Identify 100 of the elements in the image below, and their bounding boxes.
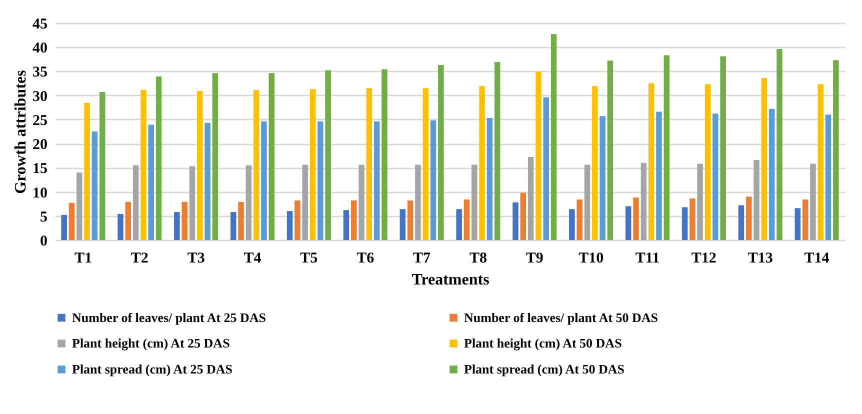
bar <box>438 64 444 240</box>
x-tick-label: T11 <box>635 250 660 266</box>
y-axis-title: Growth attributes <box>12 70 30 194</box>
bar <box>712 114 718 240</box>
x-tick-label: T4 <box>244 250 262 266</box>
bar <box>664 55 670 240</box>
legend-label: Plant height (cm) At 25 DAS <box>72 336 230 350</box>
bar <box>754 160 760 240</box>
bar <box>456 209 462 240</box>
bar <box>212 73 218 240</box>
bar <box>382 69 388 240</box>
x-tick-label: T5 <box>300 250 318 266</box>
bar <box>543 97 549 240</box>
bar <box>569 209 575 240</box>
x-tick-label: T2 <box>130 250 148 266</box>
bar <box>720 56 726 240</box>
bar <box>189 166 196 240</box>
bar <box>351 200 357 240</box>
bar <box>633 198 639 240</box>
bar <box>607 60 614 240</box>
bar <box>625 206 632 240</box>
bar <box>528 157 534 240</box>
bar <box>182 202 188 240</box>
x-axis-title: Treatments <box>412 272 490 288</box>
bar <box>343 210 350 240</box>
bar <box>261 121 267 240</box>
bar <box>697 164 703 240</box>
bar <box>768 108 775 240</box>
bar <box>512 202 518 240</box>
x-tick-label: T7 <box>413 250 432 266</box>
bar <box>520 192 526 240</box>
x-tick-label: T9 <box>526 250 544 266</box>
bar <box>479 86 485 240</box>
bar <box>833 60 839 240</box>
y-tick-label: 20 <box>32 137 48 154</box>
bar <box>761 78 768 240</box>
bar <box>464 199 470 240</box>
bar <box>68 202 75 240</box>
bar <box>286 211 293 240</box>
bar <box>318 121 324 240</box>
bar <box>238 202 244 240</box>
x-tick-label: T1 <box>74 250 92 266</box>
bar <box>794 208 801 240</box>
x-tick-label: T13 <box>748 250 773 266</box>
bar <box>600 116 606 240</box>
bar <box>174 212 180 240</box>
bar <box>486 118 493 240</box>
bar <box>92 132 98 240</box>
bar <box>132 165 139 240</box>
y-tick-label: 0 <box>40 234 48 250</box>
bar <box>738 205 744 240</box>
bar <box>374 121 380 240</box>
x-tick-label: T8 <box>469 250 487 266</box>
bar <box>818 84 824 240</box>
bar <box>415 164 421 240</box>
bar <box>776 49 782 240</box>
legend-label: Plant spread (cm) At 25 DAS <box>72 362 232 376</box>
legend-label: Plant height (cm) At 50 DAS <box>464 336 622 350</box>
bar <box>358 164 364 240</box>
y-tick-label: 5 <box>40 209 48 226</box>
bar <box>366 88 372 240</box>
bar <box>156 76 162 240</box>
bar <box>400 209 406 240</box>
y-tick-label: 40 <box>32 40 48 57</box>
bar <box>550 34 557 240</box>
bar <box>640 162 647 240</box>
x-tick-label: T10 <box>578 250 604 266</box>
legend-label: Plant spread (cm) At 50 DAS <box>464 362 624 376</box>
y-tick-label: 45 <box>32 16 48 32</box>
x-tick-label: T14 <box>804 250 830 266</box>
bar <box>648 83 654 240</box>
bar <box>118 214 124 240</box>
y-tick-label: 15 <box>32 161 48 178</box>
bar <box>810 164 816 240</box>
bar <box>584 164 590 240</box>
bar <box>140 90 146 240</box>
y-tick-label: 30 <box>32 88 48 105</box>
x-tick-label: T6 <box>356 250 375 266</box>
bar <box>802 199 808 240</box>
bar <box>294 200 300 240</box>
legend-label: Number of leaves/ plant At 25 DAS <box>72 310 266 325</box>
legend-label: Number of leaves/ plant At 50 DAS <box>464 310 658 325</box>
bar <box>310 89 316 240</box>
bar <box>746 196 752 240</box>
y-tick-label: 10 <box>32 185 48 202</box>
bar <box>704 84 711 240</box>
bar <box>268 73 275 240</box>
bar <box>472 164 478 240</box>
bar <box>61 214 67 240</box>
bar <box>494 62 500 240</box>
bar <box>148 124 154 240</box>
bar <box>825 114 832 240</box>
bar <box>592 86 598 240</box>
bar <box>246 165 252 240</box>
bar <box>253 90 260 240</box>
bar <box>430 120 436 240</box>
bar <box>197 90 203 240</box>
bar <box>99 92 106 240</box>
bar <box>84 103 90 240</box>
x-tick-label: T3 <box>187 250 205 266</box>
